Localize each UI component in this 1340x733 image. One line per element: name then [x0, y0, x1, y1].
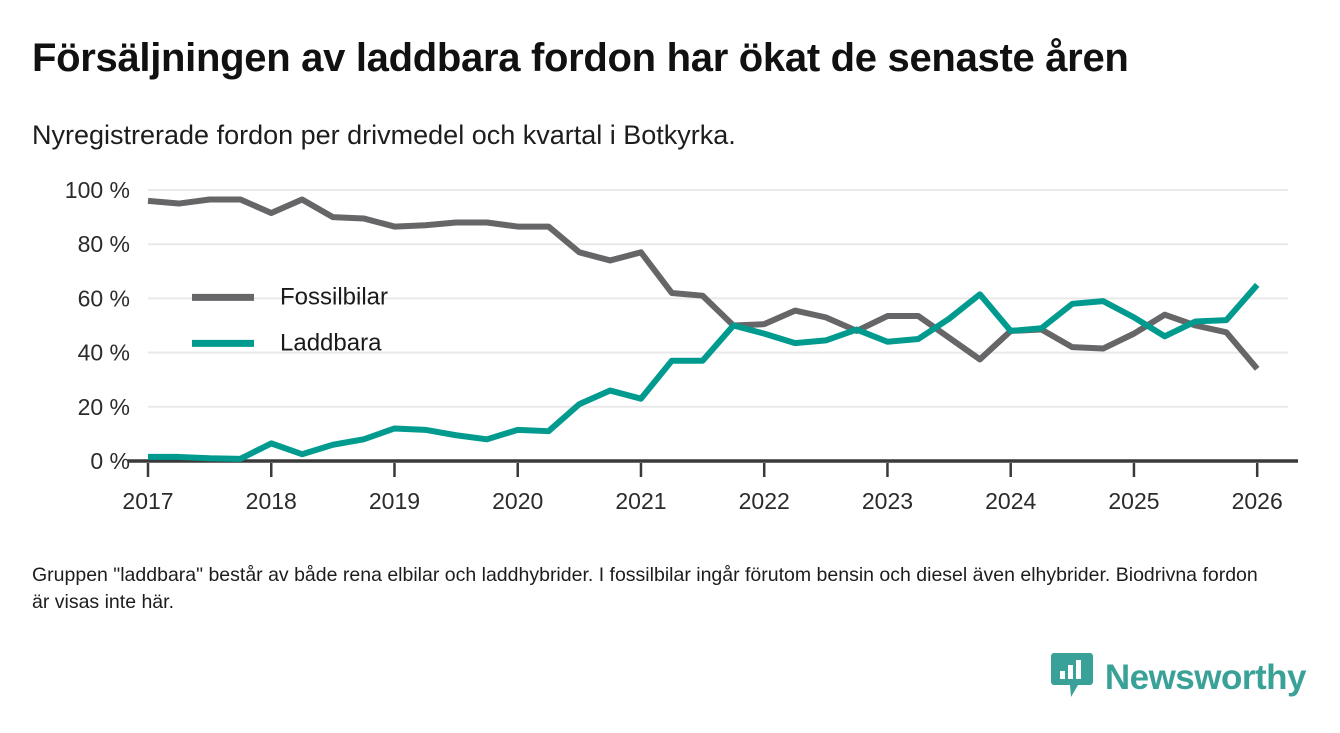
x-tick-label: 2020 [492, 488, 543, 510]
newsworthy-logo[interactable]: Newsworthy [1050, 652, 1307, 702]
bar-chart-speech-bubble-icon [1050, 653, 1093, 697]
chart-footnote: Gruppen "laddbara" består av både rena e… [32, 564, 1258, 613]
y-tick-label: 100 % [65, 177, 130, 203]
x-axis-tick-labels: 2017 2018 2019 2020 2021 2022 2023 2024 2025 2026 [122, 488, 1282, 510]
series-line-laddbara [148, 282, 1260, 462]
y-tick-label: 40 % [78, 340, 130, 366]
x-tick-label: 2021 [615, 488, 666, 510]
chart-legend: Fossilbilar Laddbara [192, 283, 388, 356]
series-lines-group [147, 196, 1260, 462]
y-tick-label: 0 % [90, 448, 130, 474]
x-tick-label: 2023 [862, 488, 913, 510]
y-tick-label: 60 % [78, 285, 130, 311]
newsworthy-wordmark: Newsworthy [1104, 657, 1307, 697]
gridlines-group [148, 189, 1288, 408]
legend-label: Fossilbilar [280, 283, 388, 310]
chart-container: 0 % 20 % 40 % 60 % 80 % 100 % 2017 2018 2019 202… [0, 170, 1340, 510]
y-tick-label: 20 % [78, 394, 130, 420]
y-tick-label: 80 % [78, 231, 130, 257]
x-tick-label: 2025 [1108, 488, 1159, 510]
x-tick-label: 2024 [985, 488, 1036, 510]
page-title: Försäljningen av laddbara fordon har öka… [32, 36, 1129, 80]
x-axis-ticks-group [146, 463, 1259, 477]
x-tick-label: 2026 [1232, 488, 1283, 510]
x-tick-label: 2017 [122, 488, 173, 510]
x-tick-label: 2018 [246, 488, 297, 510]
legend-label: Laddbara [280, 329, 382, 356]
series-line-fossilbilar [147, 196, 1260, 371]
page-subtitle: Nyregistrerade fordon per drivmedel och … [32, 120, 736, 150]
x-tick-label: 2022 [739, 488, 790, 510]
x-tick-label: 2019 [369, 488, 420, 510]
y-axis-tick-labels: 0 % 20 % 40 % 60 % 80 % 100 % [65, 177, 130, 474]
line-chart: 0 % 20 % 40 % 60 % 80 % 100 % 2017 2018 2019 202… [65, 177, 1298, 510]
